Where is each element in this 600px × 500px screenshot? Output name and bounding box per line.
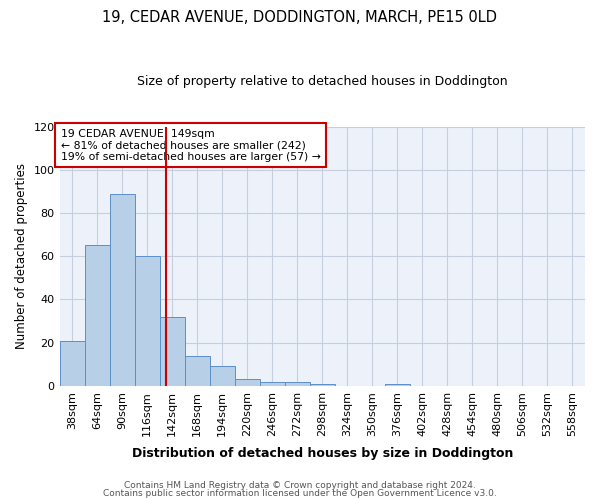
Text: Contains HM Land Registry data © Crown copyright and database right 2024.: Contains HM Land Registry data © Crown c… <box>124 481 476 490</box>
Text: Contains public sector information licensed under the Open Government Licence v3: Contains public sector information licen… <box>103 488 497 498</box>
Bar <box>59 340 85 386</box>
Bar <box>260 382 285 386</box>
Y-axis label: Number of detached properties: Number of detached properties <box>15 164 28 350</box>
Bar <box>110 194 134 386</box>
Bar <box>209 366 235 386</box>
Bar <box>134 256 160 386</box>
Bar <box>310 384 335 386</box>
Text: 19, CEDAR AVENUE, DODDINGTON, MARCH, PE15 0LD: 19, CEDAR AVENUE, DODDINGTON, MARCH, PE1… <box>103 10 497 25</box>
Bar <box>160 317 185 386</box>
Title: Size of property relative to detached houses in Doddington: Size of property relative to detached ho… <box>137 75 508 88</box>
Bar <box>185 356 209 386</box>
Text: 19 CEDAR AVENUE: 149sqm
← 81% of detached houses are smaller (242)
19% of semi-d: 19 CEDAR AVENUE: 149sqm ← 81% of detache… <box>61 129 320 162</box>
X-axis label: Distribution of detached houses by size in Doddington: Distribution of detached houses by size … <box>131 447 513 460</box>
Bar <box>85 246 110 386</box>
Bar <box>285 382 310 386</box>
Bar <box>385 384 410 386</box>
Bar <box>235 380 260 386</box>
